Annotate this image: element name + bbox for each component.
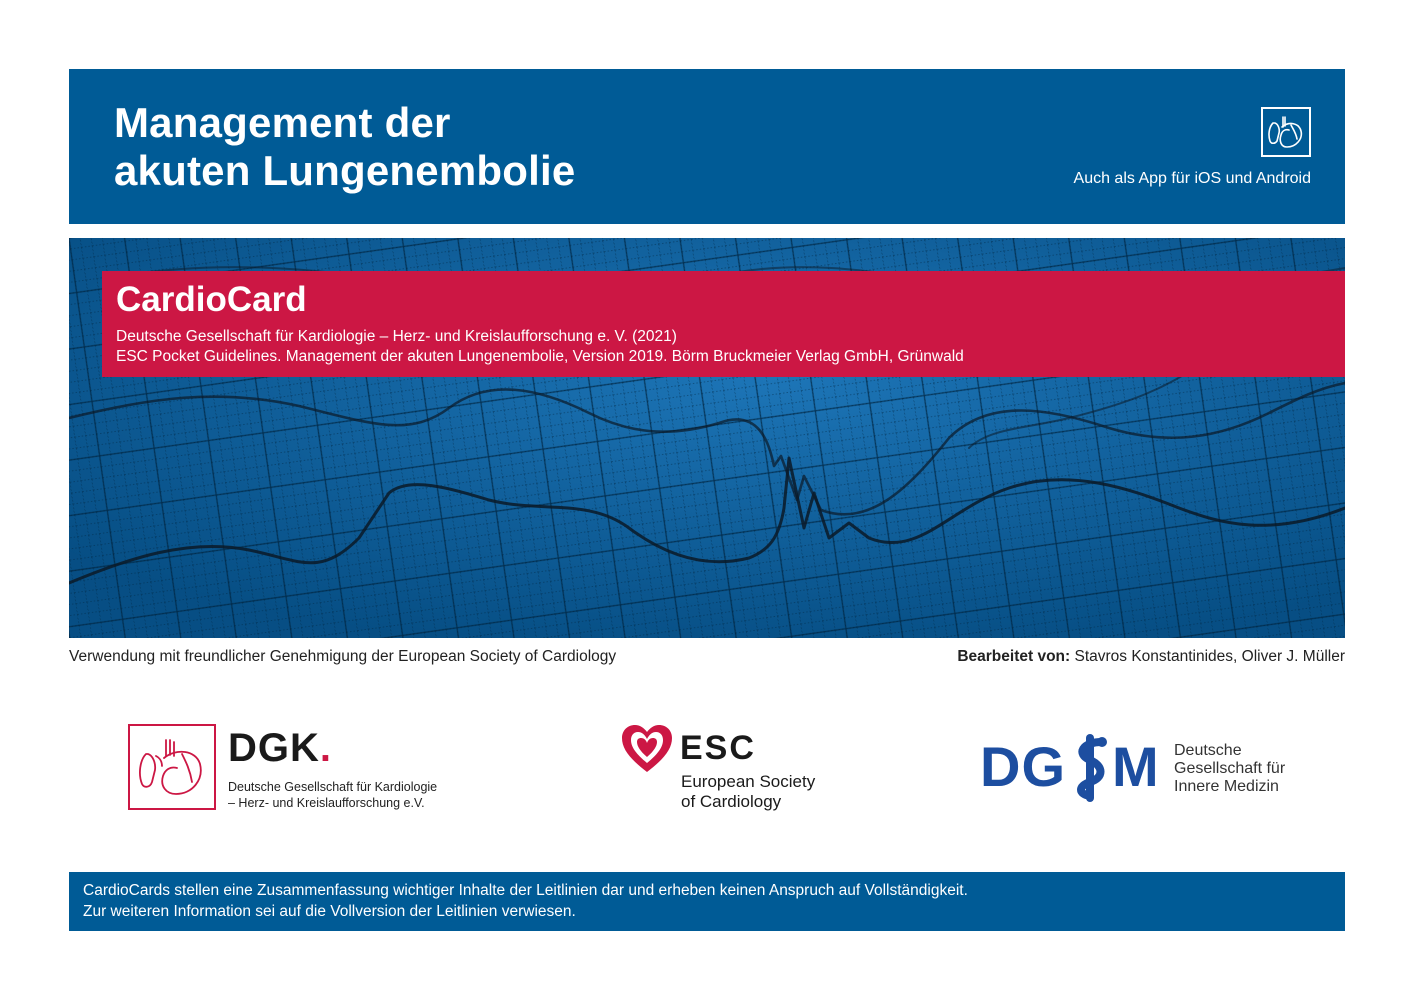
dgim-name-line-1: Deutsche <box>1174 742 1242 759</box>
dgk-logo: DGK. Deutsche Gesellschaft für Kardiolog… <box>128 724 458 812</box>
esc-heart-icon <box>620 723 674 775</box>
source-line-dgk: Deutsche Gesellschaft für Kardiologie – … <box>116 328 677 345</box>
dgk-mark: DGK <box>228 726 320 770</box>
dgk-name-line-1: Deutsche Gesellschaft für Kardiologie <box>228 780 438 794</box>
dgk-wordmark: DGK. <box>228 726 332 770</box>
esc-wordmark: ESC <box>680 729 756 767</box>
dgim-name-line-3: Innere Medizin <box>1174 778 1279 795</box>
editors-credit: Bearbeitet von: Stavros Konstantinides, … <box>957 648 1345 666</box>
dgim-name-line-2: Gesellschaft für <box>1174 760 1286 777</box>
dgim-mark-right: M <box>1112 735 1159 798</box>
title-line-1: Management der <box>114 99 451 146</box>
disclaimer-footer: CardioCards stellen eine Zusammenfassung… <box>69 872 1345 931</box>
permission-note: Verwendung mit freundlicher Genehmigung … <box>69 648 617 665</box>
esc-name-line-2: of Cardiology <box>681 792 782 811</box>
dgim-logo: DG M Deutsche Gesellschaft für Innere Me… <box>980 732 1310 806</box>
staff-of-asclepius-icon <box>1068 732 1112 804</box>
header-banner: Management der akuten Lungenembolie Auch… <box>69 69 1345 224</box>
page-title: Management der akuten Lungenembolie <box>114 99 575 195</box>
source-line-esc: ESC Pocket Guidelines. Management der ak… <box>116 348 964 365</box>
esc-name-line-1: European Society <box>681 772 816 791</box>
disclaimer-line-1: CardioCards stellen eine Zusammenfassung… <box>83 882 968 899</box>
dgim-mark-left: DG <box>980 735 1066 798</box>
heart-lung-icon <box>1261 107 1311 157</box>
editors-label: Bearbeitet von: <box>957 648 1071 665</box>
cardiocard-title: CardioCard <box>116 280 307 319</box>
esc-logo: ESC European Society of Cardiology <box>620 723 830 815</box>
title-line-2: akuten Lungenembolie <box>114 147 576 194</box>
editors-names: Stavros Konstantinides, Oliver J. Müller <box>1070 648 1345 665</box>
dgk-dot: . <box>319 726 333 770</box>
cardiocard-info-box: CardioCard Deutsche Gesellschaft für Kar… <box>102 271 1345 377</box>
dgk-heart-icon <box>128 724 216 810</box>
app-availability-note: Auch als App für iOS und Android <box>1073 170 1311 187</box>
dgk-name-line-2: – Herz- und Kreislaufforschung e.V. <box>228 796 425 810</box>
disclaimer-line-2: Zur weiteren Information sei auf die Vol… <box>83 903 576 920</box>
